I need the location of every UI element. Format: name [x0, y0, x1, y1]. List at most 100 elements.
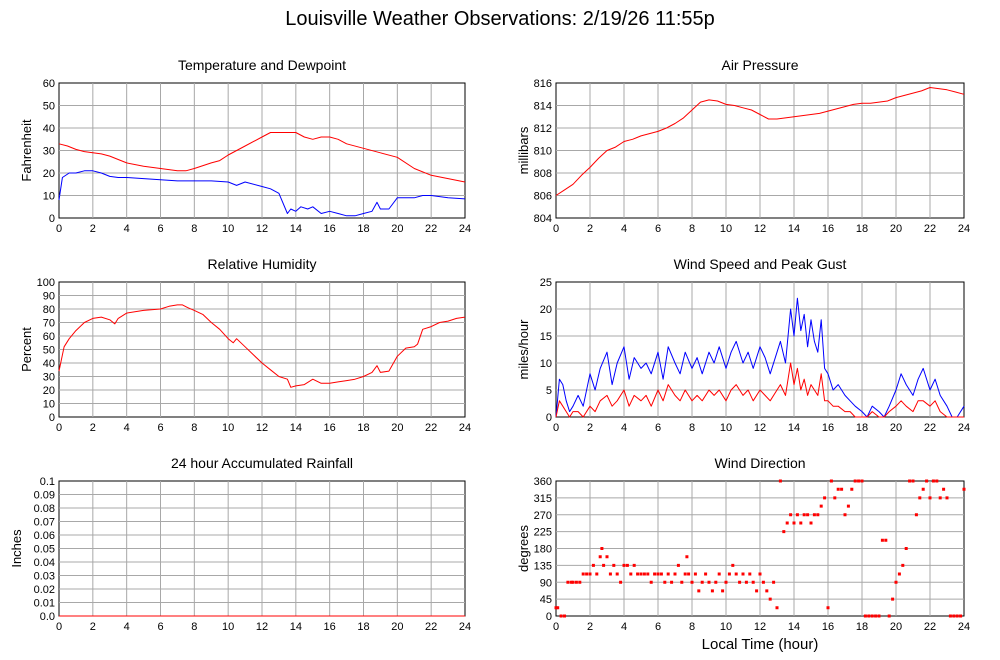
y-tick-label: 808	[534, 168, 552, 180]
x-tick-label: 16	[822, 621, 834, 633]
x-tick-label: 10	[222, 422, 234, 434]
chart-title: Temperature and Dewpoint	[178, 57, 346, 73]
x-tick-label: 14	[290, 422, 302, 434]
x-tick-label: 20	[391, 422, 403, 434]
x-tick-label: 24	[459, 621, 471, 633]
y-tick-label: 0.03	[34, 571, 55, 583]
data-point	[748, 572, 752, 576]
y-tick-label: 100	[37, 277, 55, 289]
y-tick-label: 0	[49, 213, 55, 225]
x-tick-label: 18	[357, 223, 369, 235]
data-point	[600, 547, 604, 550]
x-tick-label: 6	[157, 422, 163, 434]
data-point	[850, 487, 854, 491]
x-tick-label: 6	[157, 223, 163, 235]
data-point	[632, 563, 636, 567]
data-point	[653, 572, 657, 576]
data-point	[690, 580, 694, 584]
x-tick-label: 4	[621, 422, 627, 434]
data-point	[559, 614, 563, 618]
x-tick-label: 12	[256, 422, 268, 434]
x-tick-label: 16	[822, 422, 834, 434]
x-tick-label: 22	[924, 422, 936, 434]
y-tick-label: 0.07	[34, 517, 55, 529]
x-tick-label: 20	[391, 621, 403, 633]
x-tick-label: 8	[689, 422, 695, 434]
data-point	[816, 513, 820, 517]
y-tick-label: 80	[43, 304, 55, 316]
page-title: Louisville Weather Observations: 2/19/26…	[285, 8, 715, 30]
x-tick-label: 24	[958, 223, 970, 235]
data-point	[945, 496, 949, 500]
data-point	[962, 487, 966, 491]
chart-title: Wind Speed and Peak Gust	[674, 256, 847, 272]
data-point	[935, 479, 939, 483]
data-point	[581, 572, 585, 576]
x-tick-label: 10	[222, 223, 234, 235]
y-axis-title: degrees	[516, 525, 531, 572]
x-tick-label: 16	[324, 621, 336, 633]
y-tick-label: 10	[43, 399, 55, 411]
x-tick-label: 16	[324, 422, 336, 434]
chart-title: Relative Humidity	[208, 256, 317, 272]
x-tick-label: 4	[124, 422, 130, 434]
y-tick-label: 70	[43, 318, 55, 330]
data-point	[904, 547, 908, 550]
data-point	[812, 513, 816, 517]
data-point	[755, 589, 759, 593]
y-tick-label: 0.01	[34, 598, 55, 610]
data-point	[942, 487, 946, 491]
x-tick-label: 0	[56, 621, 62, 633]
data-point	[768, 597, 772, 601]
y-tick-label: 20	[43, 168, 55, 180]
x-tick-label: 20	[890, 422, 902, 434]
data-point	[765, 589, 769, 593]
x-tick-label: 18	[856, 422, 868, 434]
y-tick-label: 50	[43, 345, 55, 357]
data-point	[928, 496, 932, 500]
x-tick-label: 10	[720, 422, 732, 434]
y-tick-label: 810	[534, 146, 552, 158]
data-point	[921, 487, 925, 491]
x-tick-label: 22	[425, 422, 437, 434]
data-point	[894, 580, 898, 584]
y-tick-label: 15	[540, 331, 552, 343]
x-tick-label: 6	[655, 422, 661, 434]
data-point	[789, 513, 793, 517]
data-point	[646, 572, 650, 576]
y-tick-label: 90	[540, 577, 552, 589]
data-point	[556, 606, 560, 610]
series-line	[58, 304, 466, 388]
data-point	[918, 496, 922, 500]
data-point	[598, 555, 602, 559]
data-point	[744, 580, 748, 584]
x-tick-label: 10	[222, 621, 234, 633]
data-point	[870, 614, 874, 618]
data-point	[693, 572, 697, 576]
chart-title: Wind Direction	[714, 455, 805, 471]
x-tick-label: 18	[856, 621, 868, 633]
x-tick-label: 20	[391, 223, 403, 235]
series-line	[58, 132, 466, 183]
data-point	[860, 479, 864, 483]
data-point	[683, 572, 687, 576]
data-point	[622, 563, 626, 567]
series-line	[555, 362, 964, 418]
data-point	[897, 572, 901, 576]
y-tick-label: 0.05	[34, 544, 55, 556]
data-point	[585, 572, 589, 576]
y-tick-label: 0.08	[34, 503, 55, 515]
data-point	[891, 597, 895, 601]
x-tick-label: 24	[958, 621, 970, 633]
data-point	[795, 513, 799, 517]
data-point	[724, 580, 728, 584]
data-point	[836, 487, 840, 491]
data-point	[676, 563, 680, 567]
y-tick-label: 0.09	[34, 490, 55, 502]
data-point	[911, 479, 915, 483]
y-tick-label: 0.02	[34, 584, 55, 596]
data-point	[833, 496, 837, 500]
